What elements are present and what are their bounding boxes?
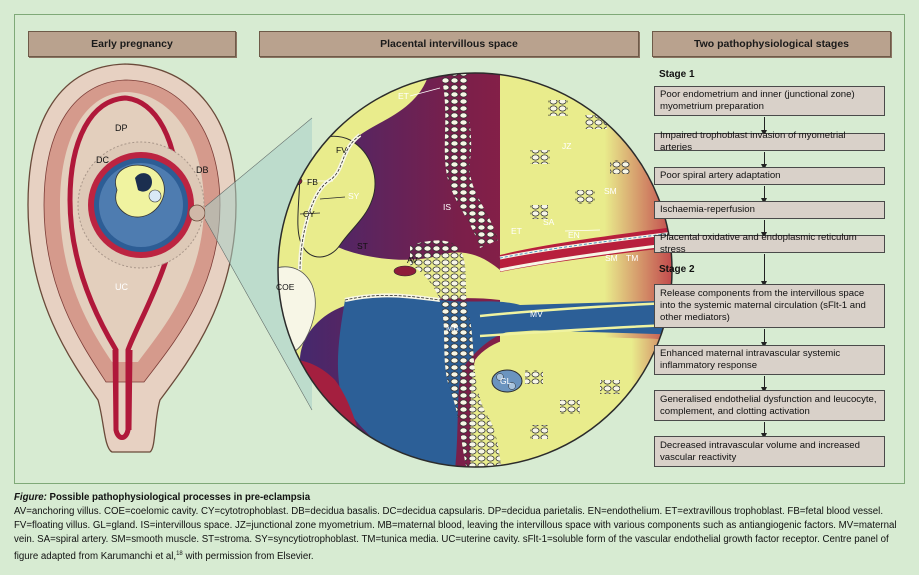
label-en: EN xyxy=(568,230,580,240)
arrow-icon xyxy=(761,254,767,287)
stage2-step-1: Release components from the intervillous… xyxy=(654,284,885,328)
label-uc: UC xyxy=(115,282,128,292)
stage1-label: Stage 1 xyxy=(659,69,695,80)
label-tm: TM xyxy=(626,253,638,263)
label-sa: SA xyxy=(543,217,555,227)
stage2-label: Stage 2 xyxy=(659,264,695,275)
header-placental-space: Placental intervillous space xyxy=(259,31,639,57)
stage1-step-3: Poor spiral artery adaptation xyxy=(654,167,885,185)
header-two-stages: Two pathophysiological stages xyxy=(652,31,891,57)
label-st: ST xyxy=(357,241,368,251)
label-mb: MB xyxy=(446,323,459,333)
label-gl: GL xyxy=(500,376,512,386)
label-dc: DC xyxy=(96,155,109,165)
label-mv: MV xyxy=(530,309,543,319)
stage1-step-4: Ischaemia-reperfusion xyxy=(654,201,885,219)
caption-title: Figure: Possible pathophysiological proc… xyxy=(14,492,310,503)
label-coe: COE xyxy=(276,282,295,292)
label-jz: JZ xyxy=(562,141,571,151)
stage2-step-3: Generalised endothelial dysfunction and … xyxy=(654,390,885,421)
figure-caption: Figure: Possible pathophysiological proc… xyxy=(14,491,909,564)
label-sm-bot: SM xyxy=(605,253,618,263)
header-early-pregnancy: Early pregnancy xyxy=(28,31,236,57)
arrow-icon xyxy=(761,186,767,204)
placenta-circle xyxy=(278,73,672,467)
label-et-mid: ET xyxy=(511,226,522,236)
caption-figure-word: Figure: xyxy=(14,492,47,503)
jz-cell-clusters xyxy=(525,100,630,439)
arrow-icon xyxy=(761,422,767,439)
label-fv: FV xyxy=(336,145,347,155)
caption-title-text: Possible pathophysiological processes in… xyxy=(46,492,311,503)
caption-body: AV=anchoring villus. COE=coelomic cavity… xyxy=(14,506,897,563)
pathophysiology-diagram: DP DC DB UC xyxy=(27,63,673,468)
stage2-step-4: Decreased intravascular volume and incre… xyxy=(654,436,885,467)
stage1-step-5: Placental oxidative and endoplasmic reti… xyxy=(654,232,885,255)
label-sm-top: SM xyxy=(604,186,617,196)
arrow-icon xyxy=(761,152,767,170)
label-av: AV xyxy=(407,255,418,265)
label-dp: DP xyxy=(115,123,128,133)
uterus-illustration xyxy=(27,63,313,453)
stage1-step-1: Poor endometrium and inner (junctional z… xyxy=(654,86,885,116)
label-db: DB xyxy=(196,165,209,175)
label-fb: FB xyxy=(307,177,318,187)
figure-frame xyxy=(14,14,905,484)
arrow-icon xyxy=(761,376,767,393)
stage2-step-2: Enhanced maternal intravascular systemic… xyxy=(654,345,885,375)
caption-reference: 18 xyxy=(176,551,183,557)
label-sy: SY xyxy=(348,191,360,201)
label-is: IS xyxy=(443,202,451,212)
stage1-step-2: Impaired trophoblast invasion of myometr… xyxy=(654,130,885,153)
arrow-icon xyxy=(761,117,767,136)
arrow-icon xyxy=(761,329,767,348)
caption-tail: with permission from Elsevier. xyxy=(182,551,314,563)
label-cy: CY xyxy=(303,209,315,219)
label-et-top: ET xyxy=(398,91,409,101)
